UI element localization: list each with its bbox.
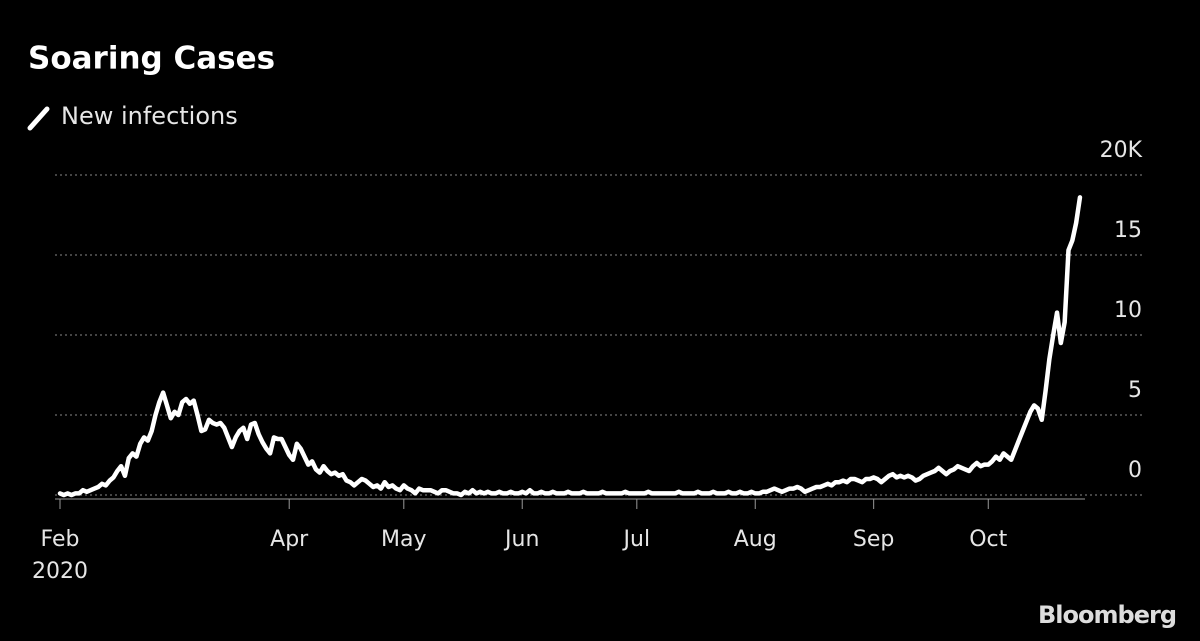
x-tick-label: Jul	[622, 527, 651, 552]
year-label: 2020	[32, 559, 88, 584]
y-tick-label: 5	[1128, 378, 1142, 403]
y-tick-label: 10	[1114, 298, 1142, 323]
chart-title: Soaring Cases	[28, 41, 275, 77]
x-tick-label: Sep	[853, 527, 894, 552]
x-tick-label: Aug	[734, 527, 777, 552]
x-tick-label: Apr	[270, 527, 309, 552]
line-series	[57, 195, 1083, 498]
x-tick-label: Oct	[969, 527, 1007, 552]
source: Bloomberg	[1038, 601, 1176, 629]
legend-label: New infections	[61, 102, 238, 130]
x-tick-label: May	[381, 527, 426, 552]
y-tick-label: 0	[1128, 458, 1142, 483]
y-tick-label: 20K	[1100, 138, 1143, 163]
x-tick-label: Jun	[503, 527, 539, 552]
x-tick-label: Feb	[41, 527, 80, 552]
y-tick-label: 15	[1114, 218, 1142, 243]
legend-icon	[27, 106, 50, 131]
